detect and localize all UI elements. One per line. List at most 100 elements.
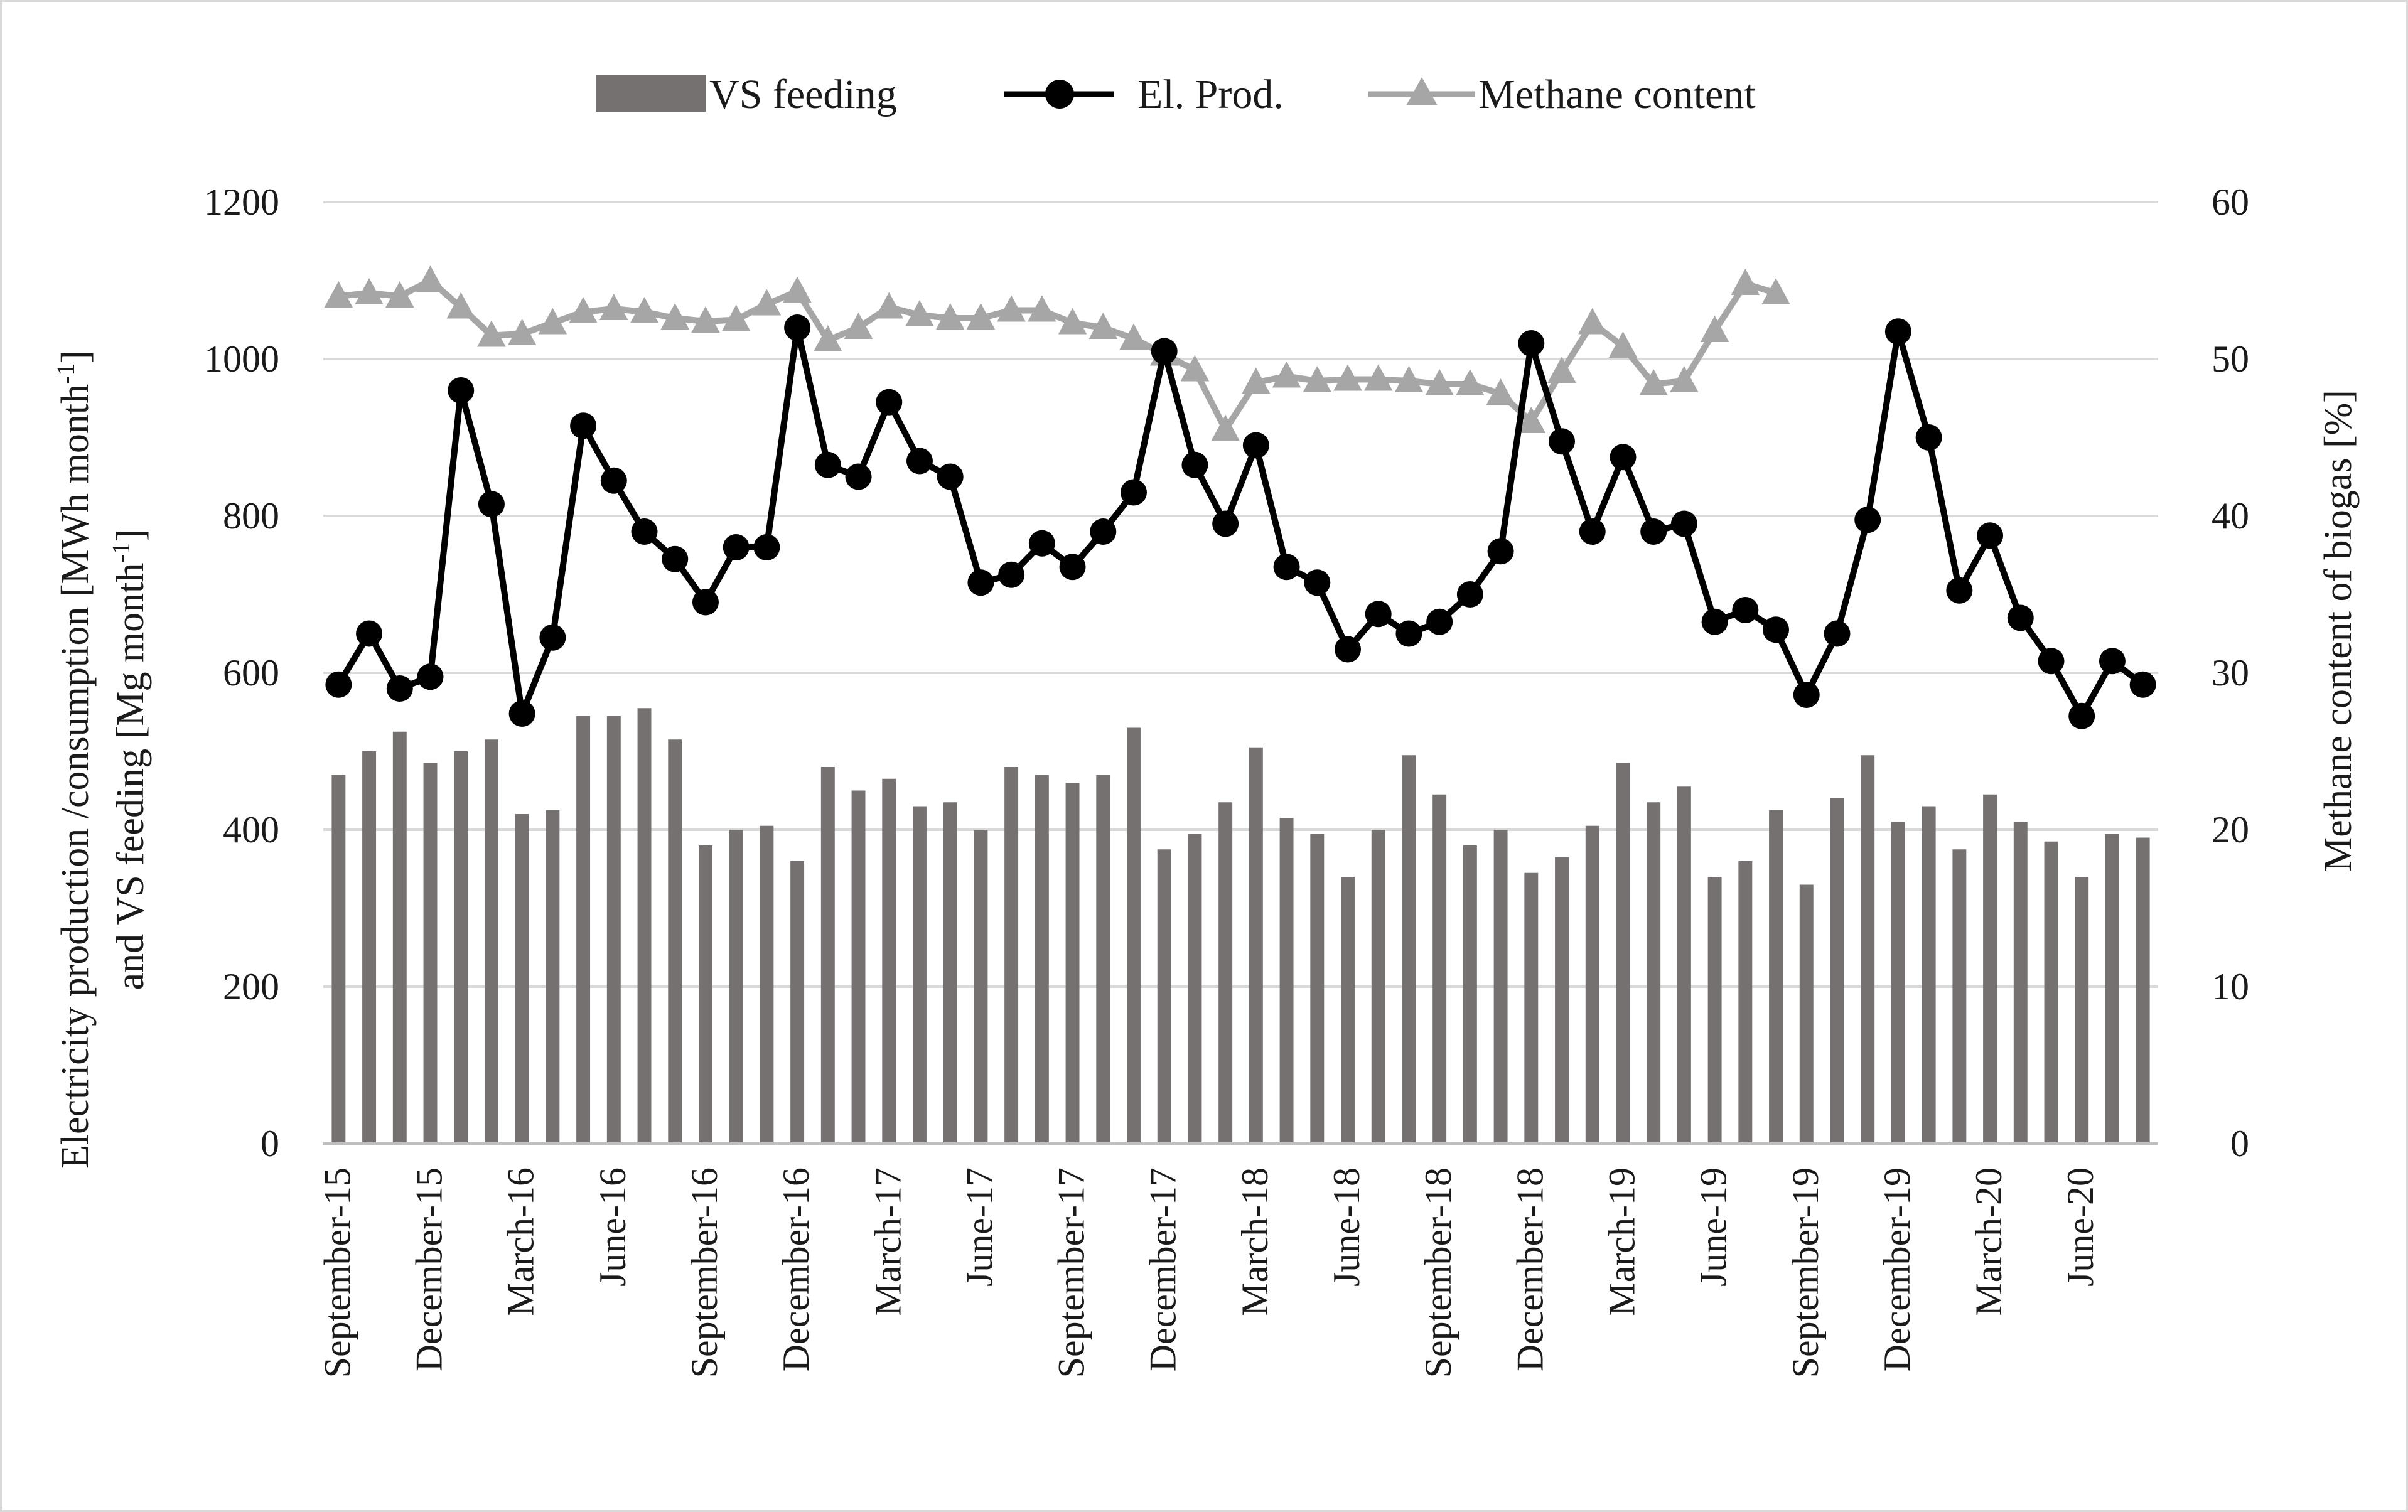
right-y-tick-label: 10 — [2212, 966, 2249, 1007]
left-y-tick-label: 0 — [261, 1123, 279, 1164]
el-prod-point — [1518, 330, 1545, 357]
el-prod-point — [723, 534, 750, 560]
methane-point — [1761, 278, 1790, 304]
vs-feeding-bar — [851, 790, 866, 1144]
vs-feeding-bar — [760, 825, 774, 1144]
el-prod-point — [539, 624, 566, 651]
left-y-tick-label: 400 — [223, 809, 279, 850]
el-prod-point — [1120, 479, 1147, 506]
x-tick-label: September-16 — [684, 1167, 725, 1378]
el-prod-point — [937, 463, 964, 490]
el-prod-point — [508, 700, 535, 727]
right-y-tick-label: 20 — [2212, 809, 2249, 850]
right-y-tick-label: 40 — [2212, 495, 2249, 537]
legend-label-methane-content: Methane content — [1478, 72, 1756, 117]
vs-feeding-bar — [331, 775, 346, 1144]
vs-feeding-bar — [515, 814, 529, 1144]
methane-point — [507, 319, 537, 345]
vs-feeding-bar — [1555, 857, 1569, 1144]
axis-title-text: and VS feeding [Mg month — [109, 563, 152, 990]
vs-feeding-bar — [668, 739, 682, 1144]
el-prod-point — [753, 534, 780, 560]
el-prod-point — [1365, 601, 1392, 628]
methane-line — [338, 277, 1777, 433]
x-tick-label: December-19 — [1876, 1167, 1918, 1371]
methane-point — [630, 297, 659, 323]
el-prod-point — [662, 545, 689, 572]
methane-point — [1119, 323, 1148, 350]
el-prod-point — [1487, 538, 1514, 565]
el-prod-point — [1395, 620, 1422, 647]
vs-feeding-bars — [331, 708, 2150, 1144]
left-y-tick-label: 1200 — [204, 181, 279, 223]
vs-feeding-bar — [1891, 822, 1905, 1144]
el-prod-point — [1335, 636, 1362, 663]
methane-point — [844, 313, 873, 339]
methane-point — [1700, 316, 1729, 342]
methane-point — [1088, 313, 1118, 339]
methane-point — [1028, 295, 1056, 322]
methane-point — [355, 278, 384, 304]
right-y-axis-title: Methane content of biogas [%] — [2317, 390, 2360, 872]
vs-feeding-bar — [1188, 834, 1202, 1144]
legend-label-el-prod: El. Prod. — [1137, 72, 1284, 117]
vs-feeding-bar — [423, 763, 438, 1144]
el-prod-point — [1304, 569, 1331, 596]
vs-feeding-bar — [2136, 837, 2150, 1144]
vs-feeding-bar — [1769, 810, 1783, 1144]
vs-feeding-bar — [546, 810, 560, 1144]
vs-feeding-bar — [1402, 755, 1416, 1144]
methane-point — [1211, 414, 1240, 441]
vs-feeding-bar — [1463, 845, 1477, 1144]
vs-feeding-bar — [820, 767, 835, 1144]
x-tick-label: June-17 — [959, 1167, 1000, 1287]
x-tick-label: December-15 — [409, 1167, 450, 1371]
vs-feeding-bar — [576, 716, 591, 1144]
axis-title-superscript: -1 — [51, 363, 80, 384]
methane-point — [783, 276, 812, 303]
vs-feeding-bar — [2105, 834, 2119, 1144]
el-prod-point — [998, 561, 1025, 588]
vs-feeding-bar — [1157, 849, 1171, 1144]
methane-point — [935, 303, 965, 330]
x-tick-label: December-18 — [1509, 1167, 1551, 1371]
el-prod-point — [1763, 616, 1790, 643]
el-prod-point — [1670, 510, 1697, 537]
vs-feeding-bar — [1616, 763, 1630, 1144]
vs-feeding-bar — [1585, 825, 1599, 1144]
methane-point — [660, 303, 690, 330]
vs-feeding-bar — [1371, 830, 1385, 1144]
legend: VS feeding El. Prod. Methane content — [596, 72, 1756, 117]
methane-point — [752, 289, 782, 316]
methane-point — [1425, 369, 1454, 395]
axis-title-text: ] — [54, 350, 97, 363]
methane-point — [1456, 369, 1485, 395]
left-y-tick-label: 200 — [223, 966, 279, 1007]
methane-point — [997, 295, 1026, 322]
vs-feeding-bar — [882, 778, 896, 1144]
left-y-axis-title-line-1: Electricity production /consumption [MWh… — [51, 350, 97, 1169]
right-y-tick-label: 60 — [2212, 181, 2249, 223]
vs-feeding-bar — [1861, 755, 1875, 1144]
el-prod-point — [1610, 444, 1637, 471]
methane-point — [1058, 308, 1087, 335]
left-y-tick-label: 1000 — [204, 338, 279, 380]
vs-feeding-bar — [913, 806, 927, 1144]
el-prod-point — [600, 467, 627, 494]
methane-point — [1303, 366, 1332, 392]
vs-feeding-bar — [1983, 794, 1997, 1144]
methane-point — [324, 281, 353, 308]
methane-point — [1272, 361, 1301, 388]
x-tick-label: December-16 — [775, 1167, 817, 1371]
vs-feeding-bar — [1738, 861, 1753, 1144]
el-prod-point — [814, 451, 841, 478]
methane-point — [1486, 378, 1515, 405]
el-prod-point — [1549, 428, 1576, 455]
vs-feeding-bar — [1249, 747, 1263, 1144]
vs-feeding-bar — [1035, 775, 1049, 1144]
vs-feeding-bar — [1524, 872, 1539, 1144]
methane-point — [905, 300, 934, 326]
el-prod-point — [1212, 510, 1239, 537]
el-prod-point — [386, 675, 413, 702]
